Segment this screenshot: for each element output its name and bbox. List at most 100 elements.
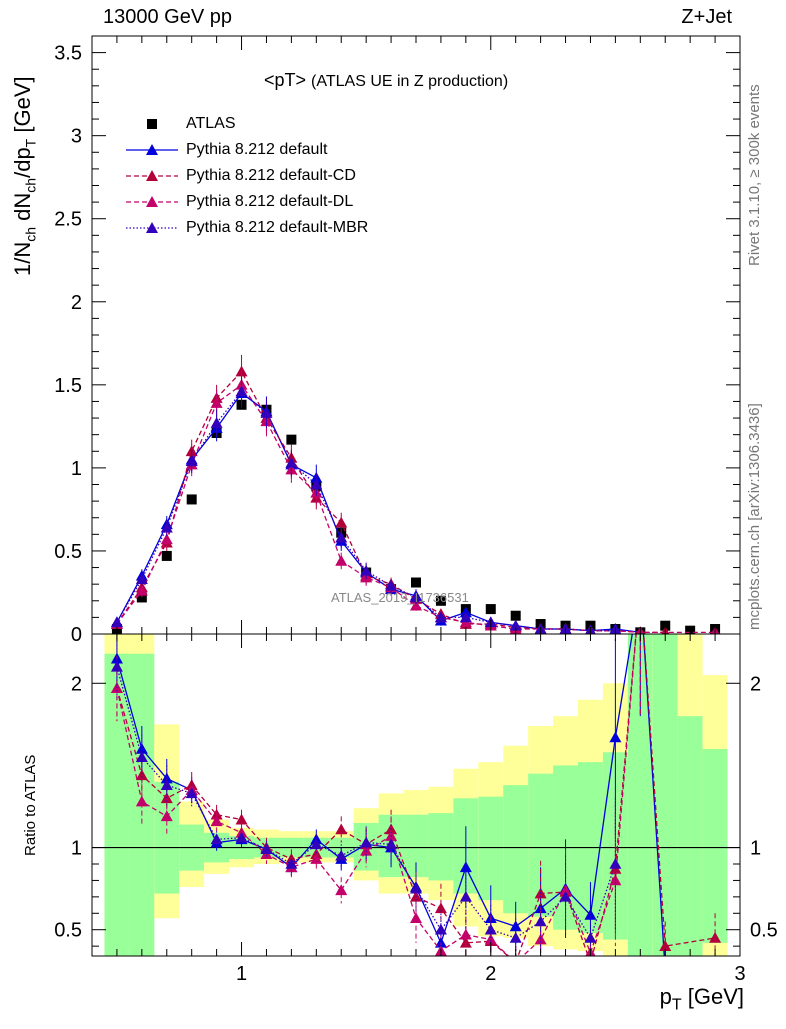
ratio-point [160, 772, 173, 784]
ratio-point [135, 751, 148, 763]
analysis-watermark: ATLAS_2019_I1736531 [331, 590, 469, 605]
legend-marker [126, 144, 178, 155]
ratio-series-pythia-8-212-default-mbr [110, 634, 622, 956]
ratio-point [510, 957, 522, 968]
plot-title-main: <pT> [264, 70, 307, 90]
ratio-point [410, 912, 422, 924]
x-tick-label: 3 [734, 963, 745, 985]
y-tick-label-main: 0.5 [54, 541, 82, 563]
legend-label: Pythia 8.212 default-DL [186, 193, 354, 210]
data-point [411, 577, 421, 588]
series-point [335, 516, 348, 528]
ratio-point [659, 965, 671, 976]
ratio-point [210, 833, 223, 845]
y-tick-label-main: 2.5 [54, 209, 82, 231]
series-point [285, 456, 298, 468]
ratio-point [559, 884, 572, 896]
y-tick-label-ratio-right: 2 [750, 673, 761, 695]
legend-marker [147, 119, 157, 129]
ratio-point [185, 787, 198, 799]
header-left: 13000 GeV pp [103, 6, 232, 28]
ratio-point [509, 931, 522, 943]
green-band-bin [503, 785, 529, 914]
series-point [385, 579, 398, 591]
series-point [210, 417, 223, 428]
ratio-point [235, 831, 248, 843]
y-tick-label-main: 1 [71, 458, 82, 480]
ratio-point [135, 795, 148, 807]
legend-label: Pythia 8.212 default-CD [186, 167, 356, 184]
data-point [510, 610, 521, 621]
axis-ticks [91, 35, 741, 956]
legend-triangle [146, 222, 158, 233]
ratio-point [584, 957, 596, 968]
x-tick-label: 1 [236, 963, 247, 985]
ratio-point [584, 931, 597, 943]
ratio-point [335, 823, 348, 835]
ratio-point [634, 579, 646, 590]
legend-item-pythia-8-212-default: Pythia 8.212 default [120, 138, 327, 162]
legend-marker [126, 170, 178, 181]
ratio-point [160, 810, 173, 822]
legend-triangle [146, 196, 158, 207]
ratio-point [335, 849, 348, 861]
series-point [160, 521, 173, 533]
series-point [185, 455, 198, 467]
series-point [110, 616, 123, 628]
y-tick-label-ratio-right: 1 [750, 838, 761, 860]
ratio-point [434, 902, 447, 914]
ratio-point [609, 858, 622, 869]
ratio-point [659, 940, 672, 951]
series-point [135, 573, 148, 584]
y-tick-label-main: 1.5 [54, 375, 82, 397]
legend-marker [126, 222, 178, 233]
ratio-point [534, 915, 547, 927]
ratio-point [634, 579, 646, 590]
series-point [135, 584, 148, 596]
y-tick-label-ratio: 0.5 [54, 920, 82, 942]
legend-square [147, 119, 157, 129]
main-y-axis-label: 1/Nch dNch/dpT [GeV] [10, 76, 39, 276]
y-tick-label-ratio: 2 [71, 673, 82, 695]
legend-item-pythia-8-212-default-cd: Pythia 8.212 default-CD [120, 164, 356, 188]
legend-item-atlas: ATLAS [120, 112, 236, 136]
series-point [459, 611, 472, 623]
ratio-point [235, 813, 248, 825]
header-right: Z+Jet [681, 6, 732, 28]
data-point [660, 620, 671, 631]
ratio-point [510, 957, 522, 968]
series-point [210, 397, 223, 408]
ratio-point [310, 853, 323, 864]
legend-triangle [146, 144, 158, 155]
series-point [335, 554, 348, 566]
series-point [335, 531, 348, 543]
series-point [509, 619, 522, 631]
y-tick-label-ratio-right: 0.5 [750, 920, 778, 942]
legend-item-pythia-8-212-default-dl: Pythia 8.212 default-DL [120, 190, 353, 214]
ratio-point [160, 779, 173, 790]
ratio-point [634, 579, 646, 590]
series-point [260, 407, 273, 418]
y-tick-label-main: 2 [71, 292, 82, 314]
ratio-point [434, 923, 447, 935]
data-point [286, 434, 297, 445]
y-tick-label-main: 3.5 [54, 43, 82, 65]
series-pythia-8-212-default-mbr [110, 376, 621, 634]
y-tick-label-ratio: 1 [71, 838, 82, 860]
rivet-version-label: Rivet 3.1.10, ≥ 300k events [746, 84, 763, 266]
ratio-point [360, 844, 373, 856]
ratio-point [459, 861, 472, 873]
legend-label: Pythia 8.212 default [186, 141, 328, 158]
axis-tick-labels: 1 2 3 0 0.5 1 1.5 2 2.5 3 3.5 0.5 0.5 1 1 2 2 [54, 43, 778, 985]
mcplots-label: mcplots.cern.ch [arXiv:1306.3436] [746, 403, 763, 630]
ratio-point [285, 858, 298, 869]
series-point [310, 478, 323, 490]
legend-label: ATLAS [186, 115, 236, 132]
series-line [116, 390, 616, 632]
green-band-bin [478, 796, 504, 901]
ratio-point [260, 843, 273, 855]
ratio-series-group [110, 579, 722, 976]
green-band-bin [129, 653, 155, 956]
